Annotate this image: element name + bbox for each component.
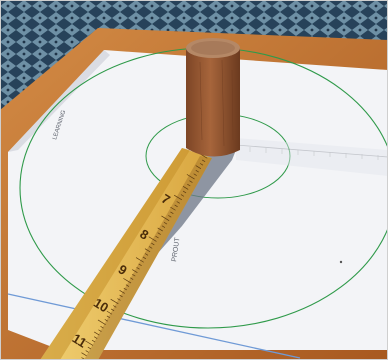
ruler-tick — [123, 278, 132, 284]
ruler-tick — [180, 194, 185, 197]
ruler-tick — [193, 173, 197, 176]
paper-scale — [235, 138, 388, 176]
ruler-tick — [170, 206, 176, 211]
ruler-tick — [161, 225, 166, 228]
ruler-tick — [119, 294, 123, 298]
ruler-tick — [149, 246, 153, 249]
ruler-tick — [182, 190, 187, 194]
center-mark — [339, 260, 343, 264]
ruler-tick — [168, 215, 172, 218]
ruler-tick — [189, 180, 193, 183]
ruler-number: 11 — [70, 331, 90, 351]
ruler-tick — [117, 298, 121, 301]
ruler-tick — [157, 232, 161, 235]
ruler-tick — [110, 308, 115, 312]
ruler-tick — [136, 267, 140, 270]
ruler-tick — [163, 221, 168, 225]
ruler-tick — [142, 256, 147, 260]
ruler-tick — [81, 352, 87, 357]
wooden-dowel — [186, 38, 240, 157]
ruler-tick — [129, 277, 134, 280]
ruler-tick — [186, 174, 195, 180]
ruler-tick — [93, 331, 100, 336]
ruler-tick — [182, 186, 189, 190]
ruler-tick — [97, 319, 106, 325]
ruler-tick — [91, 339, 96, 343]
ruler-tick — [125, 284, 130, 287]
ruler-tick — [144, 248, 151, 253]
ruler-tick — [106, 310, 113, 315]
ruler-tick — [119, 290, 125, 294]
ruler-tick — [157, 227, 163, 232]
ruler-tick — [176, 201, 180, 204]
ruler-tick — [132, 269, 138, 273]
ruler-tick — [113, 305, 117, 308]
ruler-tick — [123, 287, 127, 291]
paper-edge-shade — [8, 50, 110, 152]
ruler-tick — [87, 346, 92, 350]
ruler-tick — [201, 159, 206, 163]
ruler-tick — [170, 211, 174, 215]
wooden-ruler — [40, 148, 212, 360]
ruler-tick — [199, 163, 204, 166]
ruler-tick — [144, 253, 149, 256]
ruler-tick — [94, 336, 98, 339]
ruler-tick — [135, 257, 144, 263]
ruler-tick — [85, 350, 89, 353]
ruler-tick — [132, 273, 136, 277]
ruler-tick — [161, 215, 170, 221]
ruler-tick — [104, 319, 108, 322]
ruler-tick — [138, 263, 142, 267]
ruler-tick — [173, 194, 183, 201]
ruler-tick — [195, 165, 202, 169]
ruler-tick — [100, 325, 104, 329]
ruler-number: 10 — [91, 295, 111, 315]
ruler-tick — [98, 329, 102, 332]
blue-guide-line — [7, 293, 301, 359]
ruler-tick — [110, 298, 119, 305]
ruler-tick — [174, 204, 178, 208]
ruler-tick — [195, 169, 199, 173]
ruler-tick — [151, 242, 155, 246]
ruler-tick — [155, 235, 159, 239]
ruler-tick — [187, 183, 191, 187]
inner-label: PROUT — [171, 236, 181, 262]
ruler-tick — [106, 315, 111, 319]
ruler-tick — [85, 340, 94, 346]
ruler-tick — [148, 236, 157, 242]
